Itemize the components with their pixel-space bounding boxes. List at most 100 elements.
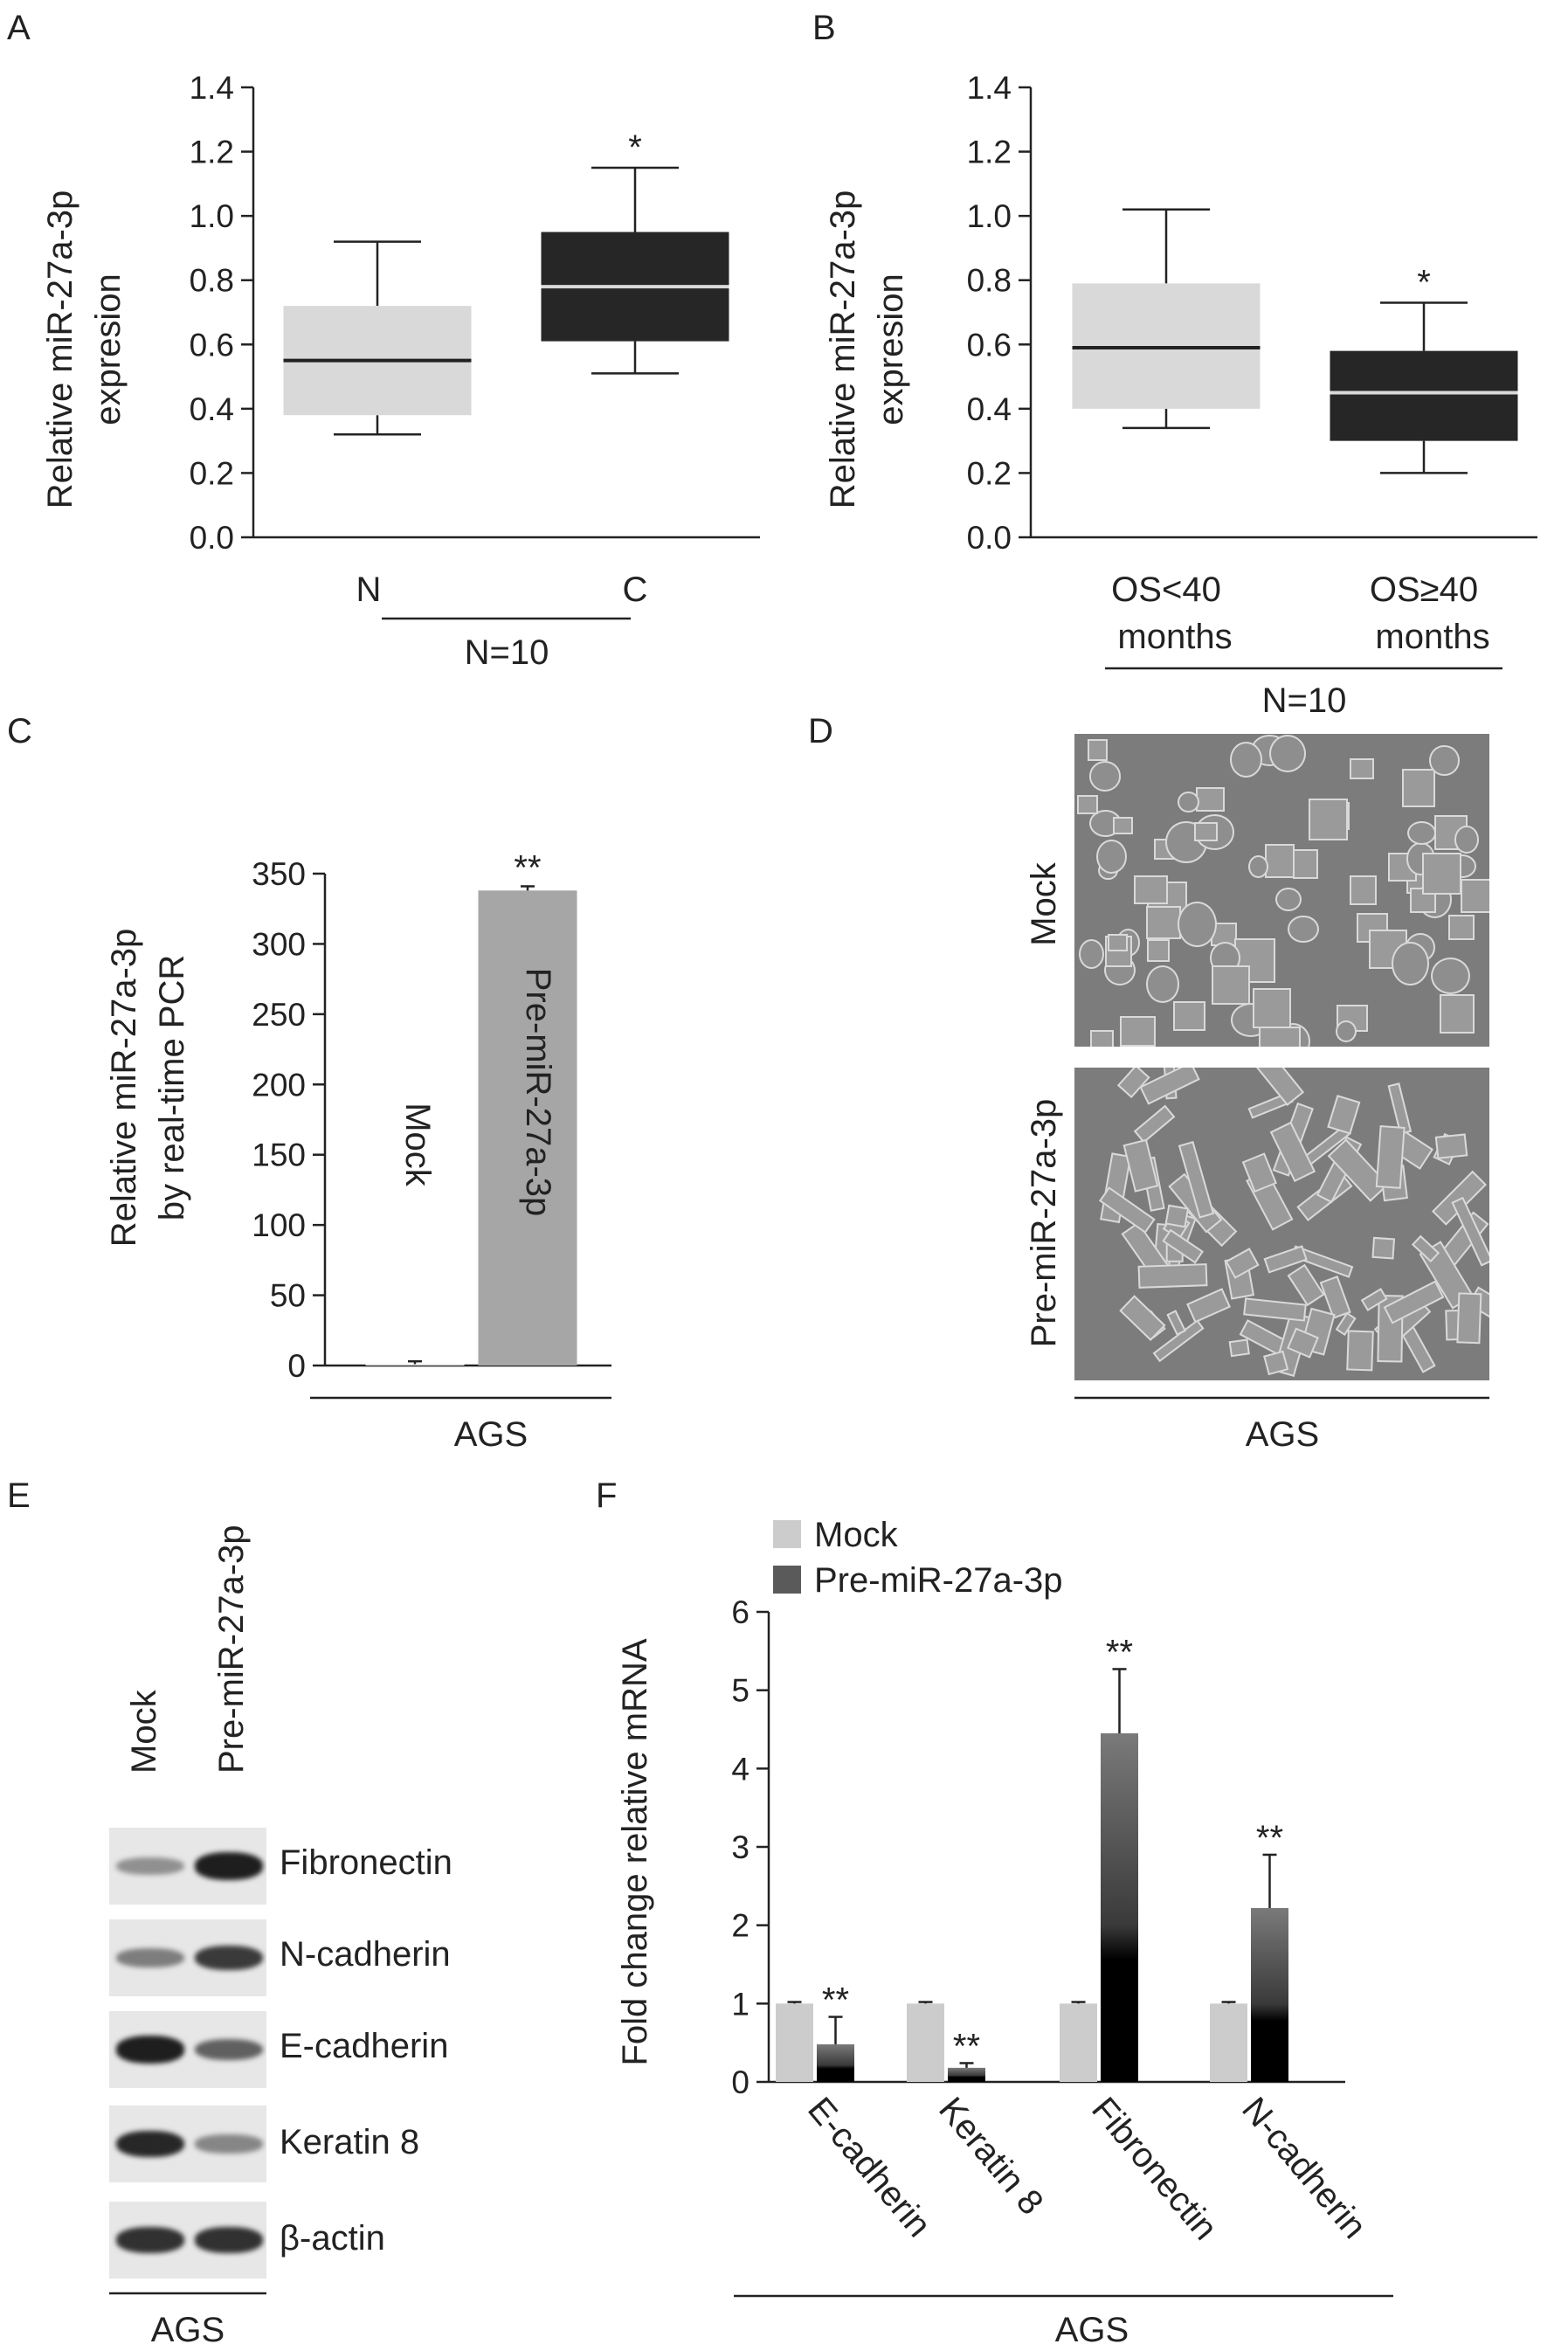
panel-letter-a: A (7, 9, 31, 47)
panel-f-group-label: AGS (1055, 2311, 1129, 2349)
cell (1147, 938, 1170, 962)
panel-f-bar-pre-mir-27a-3p-2 (1101, 1732, 1138, 2082)
cell (1309, 799, 1348, 840)
panel-c-tick-label-1: 50 (270, 1278, 306, 1314)
cell (1434, 1132, 1468, 1159)
cell (1145, 965, 1179, 1003)
blot-band (195, 2134, 263, 2154)
panel-c-barchart: 0 50 100 150 200 250 300 350 Relative miR-27a-3… (105, 848, 611, 1454)
panel-e-western-blot: Mock Pre-miR-27a-3p Fibronectin N-cadher… (109, 1525, 452, 2349)
cell (1077, 795, 1098, 815)
panel-b-group-label: N=10 (1262, 681, 1347, 720)
panel-e-protein-fibronectin: Fibronectin (280, 1843, 452, 1882)
cell (1139, 1068, 1201, 1105)
panel-c-tick-label-4: 200 (252, 1067, 306, 1103)
panel-f-bar-mock-1 (907, 2003, 944, 2082)
panel-f-bar-pre-mir-27a-3p-0 (817, 2043, 854, 2082)
panel-a-significance-1: * (628, 128, 642, 167)
cell (1264, 844, 1295, 879)
panel-f-tick-label-4: 4 (731, 1751, 749, 1787)
cell (1346, 1330, 1374, 1372)
panel-f-category-1: Keratin 8 (931, 2091, 1051, 2223)
blot-band (116, 2036, 184, 2064)
panel-e-protein-keratin-8: Keratin 8 (280, 2123, 419, 2161)
panel-f-tick-label-6: 6 (731, 1594, 749, 1630)
cell (1196, 787, 1226, 812)
panel-c-group-label: AGS (454, 1415, 528, 1454)
panel-a-category-c: C (623, 570, 648, 609)
panel-c-tick-label-6: 300 (252, 926, 306, 962)
panel-c-bar-0 (365, 1364, 465, 1366)
panel-d-row-pre: Pre-miR-27a-3p (1025, 1099, 1063, 1348)
panel-f-bar-mock-2 (1060, 2003, 1097, 2082)
cell (1447, 915, 1475, 941)
panel-letter-b: B (812, 9, 836, 47)
legend-swatch-pre (773, 1566, 801, 1594)
blot-strip (109, 1828, 266, 1905)
panel-b-category-2-line1: OS≥40 (1370, 570, 1478, 609)
cell (1421, 852, 1461, 895)
cell (1293, 849, 1319, 879)
panel-e-lane-mock: Mock (125, 1689, 163, 1774)
cell (1253, 988, 1292, 1029)
panel-a-tick-label-7: 1.4 (190, 70, 234, 106)
cell (1407, 821, 1436, 846)
cell (1392, 942, 1429, 985)
blot-strip (109, 2011, 266, 2088)
panel-a-tick-label-1: 0.2 (190, 455, 234, 491)
panel-c-label-mock: Mock (398, 1103, 437, 1187)
panel-f-category-2: Fibronectin (1084, 2091, 1225, 2248)
panel-f-ylabel: Fold change relative mRNA (616, 1638, 654, 2065)
cell (1194, 821, 1219, 842)
panel-a-group-label: N=10 (465, 633, 549, 672)
panel-c-bar-1 (478, 890, 577, 1366)
panel-b-tick-label-3: 0.6 (967, 327, 1012, 363)
panel-b-ylabel-line2: expresion (872, 273, 910, 425)
cell (1456, 1292, 1482, 1344)
cell (1350, 875, 1378, 906)
micrograph-pre-mir (1074, 1068, 1489, 1380)
panel-a-tick-label-5: 1.0 (190, 198, 234, 234)
cell (1177, 791, 1199, 812)
panel-a-boxplot: 0.0 0.2 0.4 0.6 0.8 1.0 1.2 1.4 Relative miR-27… (41, 70, 760, 672)
panel-a-tick-label-3: 0.6 (190, 327, 234, 363)
panel-b-boxplot: 0.0 0.2 0.4 0.6 0.8 1.0 1.2 1.4 Relative miR-27… (824, 70, 1537, 720)
panel-b-tick-label-1: 0.2 (967, 455, 1012, 491)
panel-f-tick-label-1: 1 (731, 1986, 749, 2022)
cell (1134, 1105, 1176, 1144)
panel-f-bar-pre-mir-27a-3p-3 (1251, 1907, 1288, 2082)
panel-e-lane-pre: Pre-miR-27a-3p (212, 1525, 251, 1774)
panel-e-group-label: AGS (151, 2311, 224, 2349)
panel-b-tick-label-5: 1.0 (967, 198, 1012, 234)
panel-b-tick-label-2: 0.4 (967, 391, 1012, 427)
legend-label-pre: Pre-miR-27a-3p (814, 1561, 1063, 1600)
cell (1350, 757, 1374, 780)
panel-letter-d: D (808, 712, 833, 750)
panel-b-tick-label-6: 1.2 (967, 135, 1012, 170)
panel-b-category-1-line2: months (1117, 618, 1232, 656)
cell (1259, 1026, 1301, 1047)
panel-f-bar-mock-0 (776, 2003, 813, 2082)
cell (1439, 994, 1475, 1034)
cell (1454, 826, 1480, 854)
cell (1108, 934, 1129, 952)
legend-label-mock: Mock (814, 1516, 899, 1554)
cell (1327, 1095, 1361, 1135)
panel-a-tick-label-6: 1.2 (190, 135, 234, 170)
cell (1371, 1237, 1396, 1260)
panel-f-bar-pre-mir-27a-3p-1 (948, 2067, 985, 2082)
cell (1336, 1020, 1357, 1043)
blot-band (195, 2227, 263, 2253)
panel-f-tick-label-2: 2 (731, 1908, 749, 1944)
panel-a-ylabel-line1: Relative miR-27a-3p (41, 190, 79, 509)
panel-f-significance-3: ** (1256, 1819, 1283, 1857)
panel-c-tick-label-2: 100 (252, 1207, 306, 1243)
blot-band (195, 1852, 263, 1880)
cell (1402, 768, 1436, 807)
cell (1288, 915, 1319, 943)
cell (1164, 1204, 1190, 1228)
cell (1275, 887, 1302, 911)
panel-b-category-1-line1: OS<40 (1111, 570, 1221, 609)
cell (1429, 745, 1460, 776)
cell (1145, 905, 1181, 940)
